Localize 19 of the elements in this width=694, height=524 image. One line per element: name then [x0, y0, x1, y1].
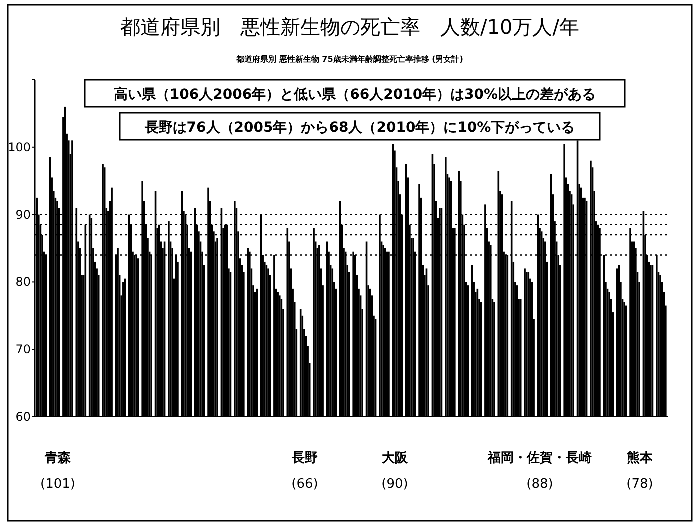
y-tick-label: 100: [8, 140, 31, 154]
text: 大阪: [382, 451, 409, 466]
text: (90): [382, 477, 408, 492]
text: 青森: [44, 451, 72, 466]
text: (88): [526, 477, 554, 492]
text: 熊本: [627, 450, 654, 466]
annotation: 長野は76人（2005年）から68人（2010年）に10%下がっている: [144, 120, 576, 136]
annotation: 高い県（106人2006年）と低い県（66人2010年）は30%以上の差がある: [114, 86, 596, 103]
chart-title: 都道府県別 悪性新生物の死亡率 人数/10万人/年: [120, 15, 580, 39]
text: (101): [40, 477, 76, 492]
y-tick-label: 60: [16, 410, 31, 424]
chart-subtitle: 都道府県別 悪性新生物 75歳未満年齢調整死亡率推移 (男女計): [236, 54, 464, 64]
y-tick-label: 70: [16, 342, 31, 357]
text: 福岡・佐賀・長崎: [487, 450, 592, 466]
text: (66): [292, 477, 318, 492]
y-tick-label: 80: [16, 275, 31, 290]
text: (78): [626, 477, 654, 492]
y-tick-label: 90: [16, 208, 31, 222]
text: 長野: [291, 451, 318, 466]
